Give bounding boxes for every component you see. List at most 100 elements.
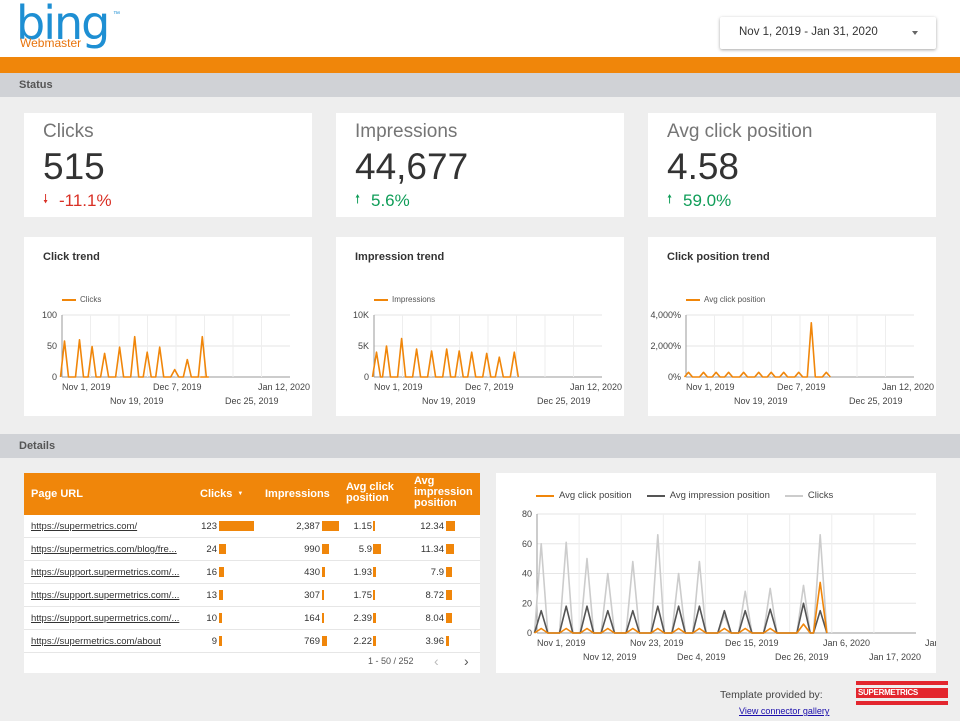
header: bing ™ Webmaster Nov 1, 2019 - Jan 31, 2… [0,0,960,57]
series-line [371,337,520,378]
page-url-table: Page URL Clicks ▼ Impressions Avg click … [24,473,480,673]
page-url-link[interactable]: https://supermetrics.com/blog/fre... [31,544,177,555]
page-url-link[interactable]: https://supermetrics.com/about [31,636,161,647]
table-row[interactable]: https://support.supermetrics.com/... 10 16… [24,607,480,630]
kpi-label: Impressions [355,121,458,142]
page-url-link[interactable]: https://support.supermetrics.com/... [31,590,180,601]
trend-legend: Impressions [374,295,435,304]
col-header-clicks-label: Clicks [200,488,233,500]
cell-impressions: 769 [304,636,320,647]
col-header-impressions[interactable]: Impressions [265,488,330,500]
header-accent-bar [0,57,960,73]
sort-desc-icon: ▼ [237,491,244,497]
x-tick-label: Nov 1, 2019 [374,382,423,392]
cell-impressions: 164 [304,613,320,624]
impressions-bar [322,590,325,600]
impressions-bar [322,544,330,554]
date-range-picker[interactable]: Nov 1, 2019 - Jan 31, 2020 [720,17,936,49]
supermetrics-logo-text: SUPERMETRICS [858,688,918,697]
logo-stripe [856,701,948,705]
section-details: Details [0,434,960,458]
table-row[interactable]: https://supermetrics.com/123 2,387 1.15 12.… [24,515,480,538]
trend-title: Impression trend [355,251,445,263]
kpi-label: Clicks [43,121,94,142]
view-connector-gallery-link[interactable]: View connector gallery [739,706,830,716]
series-line [534,581,828,634]
impression-trend-chart[interactable]: 0 5K 10K Nov 1, 2019 Dec 7, 2019 Jan 12, 2020… [336,237,624,416]
legend-label: Impressions [392,295,436,304]
arrow-up-icon: 🠕 [667,192,673,206]
kpi-delta-value: 59.0% [683,190,732,210]
x-tick-label: Jan 28,... [925,638,936,648]
x-tick-label: Dec 25, 2019 [225,396,279,406]
table-row[interactable]: https://supermetrics.com/about 9 769 2.22 3.… [24,630,480,653]
page-url-link[interactable]: https://supermetrics.com/ [31,521,138,532]
combo-legend: Avg click position Avg impression positi… [536,490,833,501]
cell-avg-click-position: 1.75 [353,590,373,601]
cell-avg-impression-position: 8.04 [425,613,445,624]
series-line [533,534,828,634]
chevron-left-icon[interactable]: ‹ [434,653,439,669]
series-line [533,602,828,634]
y-tick-label: 0 [364,372,369,382]
kpi-card-clicks: Clicks 515 🠗 -11.1% [24,113,312,217]
section-status-label: Status [19,79,53,91]
click-trend-chart[interactable]: 0 50 100 Nov 1, 2019 Dec 7, 2019 Jan 12, 2020… [24,237,312,416]
combined-trend-chart[interactable]: 0 20 40 60 80 Nov 1, 2019 Nov 23, 2019 Dec 15, … [496,473,936,673]
x-tick-label: Dec 26, 2019 [775,652,829,662]
logo-stripe [856,688,948,698]
cell-avg-click-position: 1.93 [353,567,373,578]
kpi-value: 515 [43,146,105,187]
supermetrics-logo: SUPERMETRICS [856,681,948,713]
kpi-delta-value: 5.6% [371,190,410,210]
trend-title: Click position trend [667,251,770,263]
cell-avg-click-position: 2.22 [353,636,373,647]
x-tick-label: Nov 19, 2019 [734,396,788,406]
cell-impressions: 990 [304,544,320,555]
impressions-bar [322,521,339,531]
impressions-bar [322,613,324,623]
kpi-value: 44,677 [355,146,469,187]
x-tick-label: Nov 1, 2019 [537,638,586,648]
kpi-label: Avg click position [667,121,813,142]
x-tick-label: Nov 1, 2019 [686,382,735,392]
page-url-link[interactable]: https://support.supermetrics.com/... [31,613,180,624]
y-tick-label: 4,000% [650,310,681,320]
x-tick-label: Jan 12, 2020 [882,382,934,392]
cell-avg-impression-position: 3.96 [425,636,445,647]
clicks-bar [219,636,222,646]
trend-card-impressions: Impression trend Impressions 0 5K 10K Nov 1… [336,237,624,416]
legend-label: Avg click position [704,295,766,304]
arrow-down-icon: 🠗 [43,192,49,206]
y-tick-label: 2,000% [650,341,681,351]
col-header-clicks[interactable]: Clicks ▼ [200,488,243,500]
avg-impression-bar [446,521,455,531]
avg-click-bar [373,544,381,554]
cell-avg-impression-position: 12.34 [420,521,444,532]
legend-swatch [374,298,388,301]
chevron-right-icon[interactable]: › [464,653,469,669]
avg-impression-bar [446,636,449,646]
table-row[interactable]: https://support.supermetrics.com/... 13 30… [24,584,480,607]
trend-legend: Avg click position [686,295,765,304]
cell-clicks: 9 [211,636,217,647]
col-header-avg-impression-position[interactable]: Avg impression position [414,475,473,509]
legend-label: Avg impression position [669,490,770,501]
page-url-link[interactable]: https://support.supermetrics.com/... [31,567,180,578]
col-header-avg-click-position[interactable]: Avg click position [346,481,394,504]
x-tick-label: Dec 25, 2019 [849,396,903,406]
click-position-trend-chart[interactable]: 0% 2,000% 4,000% Nov 1, 2019 Dec 7, 2019 Jan … [648,237,936,416]
cell-avg-impression-position: 11.34 [420,544,444,555]
table-row[interactable]: https://support.supermetrics.com/... 16 43… [24,561,480,584]
kpi-delta: 🠗 -11.1% [43,190,112,211]
legend-label: Avg click position [559,490,632,501]
x-tick-label: Nov 19, 2019 [422,396,476,406]
kpi-delta: 🠕 59.0% [667,190,731,211]
impressions-bar [322,636,328,646]
bing-logo: bing [16,0,110,50]
y-tick-label: 40 [522,569,532,579]
table-row[interactable]: https://supermetrics.com/blog/fre... 24 99… [24,538,480,561]
col-header-url[interactable]: Page URL [31,488,83,500]
legend-label: Clicks [807,490,834,501]
clicks-bar [219,613,222,623]
